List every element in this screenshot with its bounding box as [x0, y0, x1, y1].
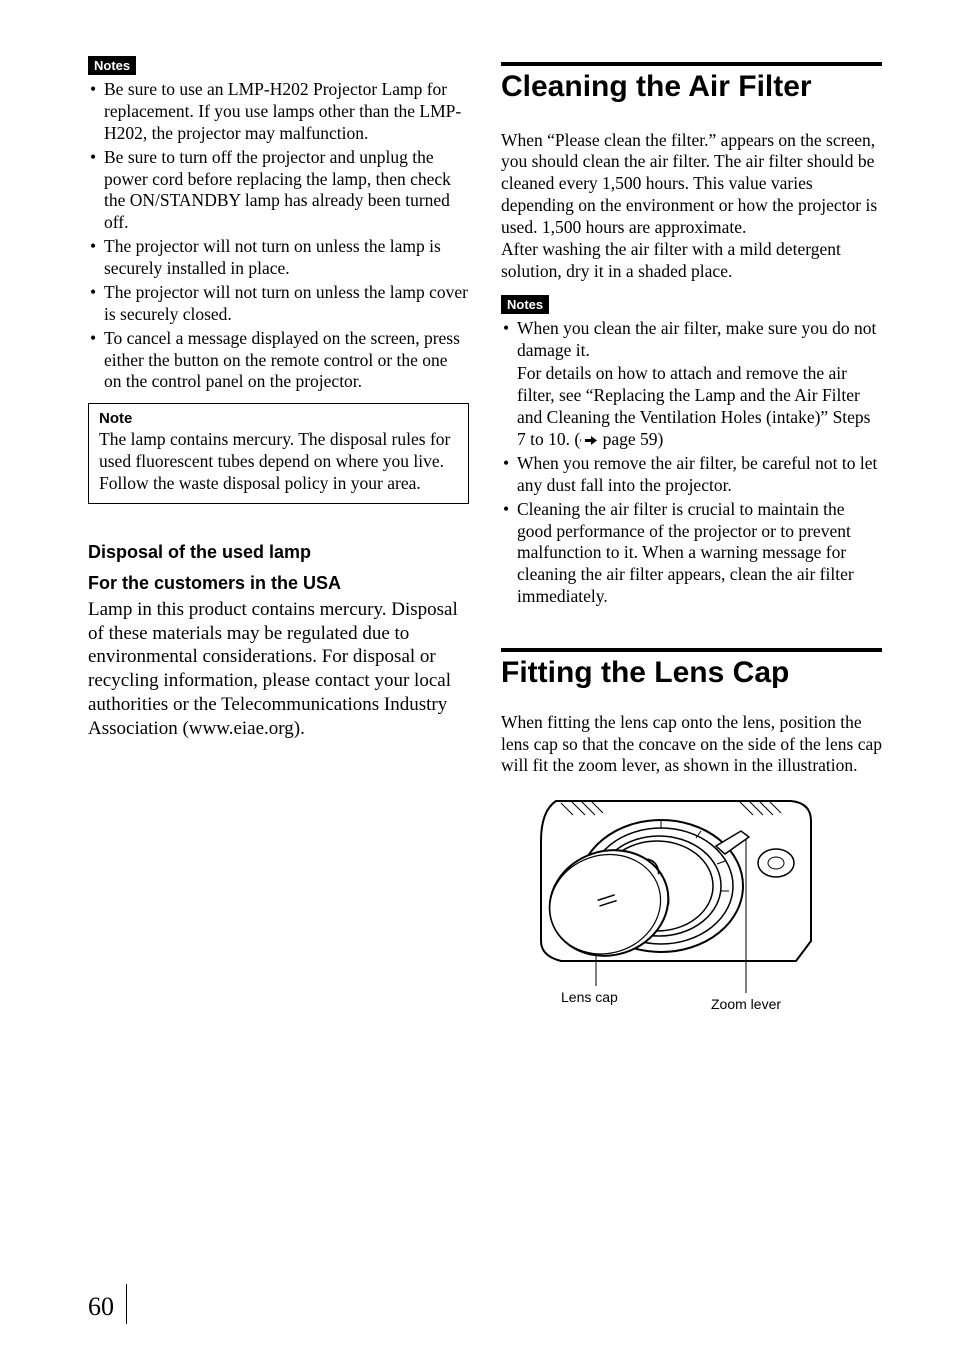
bullet-text: Be sure to use an LMP-H202 Projector Lam…	[104, 79, 461, 143]
bullet-text: Be sure to turn off the projector and un…	[104, 147, 451, 233]
bullet-text: When you clean the air filter, make sure…	[517, 318, 876, 360]
list-item: The projector will not turn on unless th…	[88, 282, 469, 326]
zoom-lever-label: Zoom lever	[711, 996, 781, 1012]
list-item: When you clean the air filter, make sure…	[501, 318, 882, 451]
list-item: The projector will not turn on unless th…	[88, 236, 469, 280]
bullet-text: The projector will not turn on unless th…	[104, 282, 468, 324]
page-tick	[126, 1284, 127, 1324]
right-notes-list: When you clean the air filter, make sure…	[501, 318, 882, 608]
usa-heading: For the customers in the USA	[88, 573, 469, 594]
list-item: Be sure to use an LMP-H202 Projector Lam…	[88, 79, 469, 145]
bullet-text: To cancel a message displayed on the scr…	[104, 328, 460, 392]
cleaning-filter-body: When “Please clean the filter.” appears …	[501, 130, 882, 283]
section-rule-1	[501, 62, 882, 66]
right-column: Cleaning the Air Filter When “Please cle…	[501, 56, 882, 1016]
page-number: 60	[88, 1292, 114, 1322]
note-box-body: The lamp contains mercury. The disposal …	[99, 429, 458, 495]
cleaning-filter-title: Cleaning the Air Filter	[501, 70, 882, 104]
disposal-body: Lamp in this product contains mercury. D…	[88, 598, 469, 741]
page-ref: page 59)	[580, 429, 663, 449]
bullet-text: Cleaning the air filter is crucial to ma…	[517, 499, 854, 607]
page-columns: Notes Be sure to use an LMP-H202 Project…	[88, 56, 882, 1016]
lens-cap-body: When fitting the lens cap onto the lens,…	[501, 712, 882, 778]
lens-cap-title: Fitting the Lens Cap	[501, 656, 882, 690]
lens-cap-label: Lens cap	[561, 989, 618, 1005]
bullet-text: When you remove the air filter, be caref…	[517, 453, 877, 495]
bullet-text: The projector will not turn on unless th…	[104, 236, 441, 278]
hand-pointer-icon	[580, 434, 598, 447]
list-item: When you remove the air filter, be caref…	[501, 453, 882, 497]
left-notes-list: Be sure to use an LMP-H202 Projector Lam…	[88, 79, 469, 393]
list-item: Be sure to turn off the projector and un…	[88, 147, 469, 235]
subtext-suffix: page 59)	[598, 429, 663, 449]
list-item: Cleaning the air filter is crucial to ma…	[501, 499, 882, 608]
bullet-subtext: For details on how to attach and remove …	[517, 363, 882, 451]
list-item: To cancel a message displayed on the scr…	[88, 328, 469, 394]
left-column: Notes Be sure to use an LMP-H202 Project…	[88, 56, 469, 1016]
notes-badge-right: Notes	[501, 295, 549, 314]
section-rule-2	[501, 648, 882, 652]
lens-cap-illustration: Lens cap Zoom lever	[501, 791, 882, 1016]
disposal-heading: Disposal of the used lamp	[88, 542, 469, 563]
subtext-prefix: For details on how to attach and remove …	[517, 363, 871, 449]
note-box: Note The lamp contains mercury. The disp…	[88, 403, 469, 504]
notes-badge-left: Notes	[88, 56, 136, 75]
lens-cap-svg	[501, 791, 831, 1011]
note-box-title: Note	[99, 410, 458, 427]
